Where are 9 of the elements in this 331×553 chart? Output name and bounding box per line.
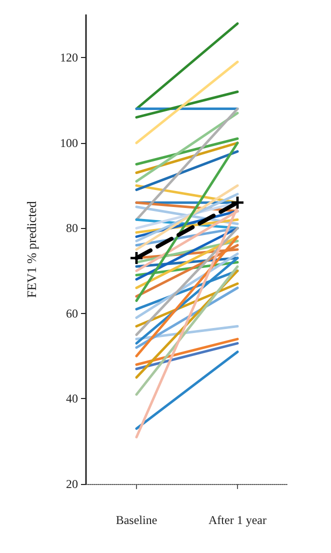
y-tick-label: 80 (66, 221, 78, 236)
y-tick-label: 20 (66, 477, 78, 491)
y-tick-label: 120 (60, 50, 78, 65)
y-axis-title: FEV1 % predicted (24, 200, 39, 298)
x-tick-label: Baseline (116, 513, 158, 527)
y-tick-label: 40 (66, 392, 78, 406)
y-tick-label: 60 (66, 306, 78, 320)
y-tick-label: 100 (60, 136, 78, 150)
x-tick-label: After 1 year (208, 513, 266, 527)
